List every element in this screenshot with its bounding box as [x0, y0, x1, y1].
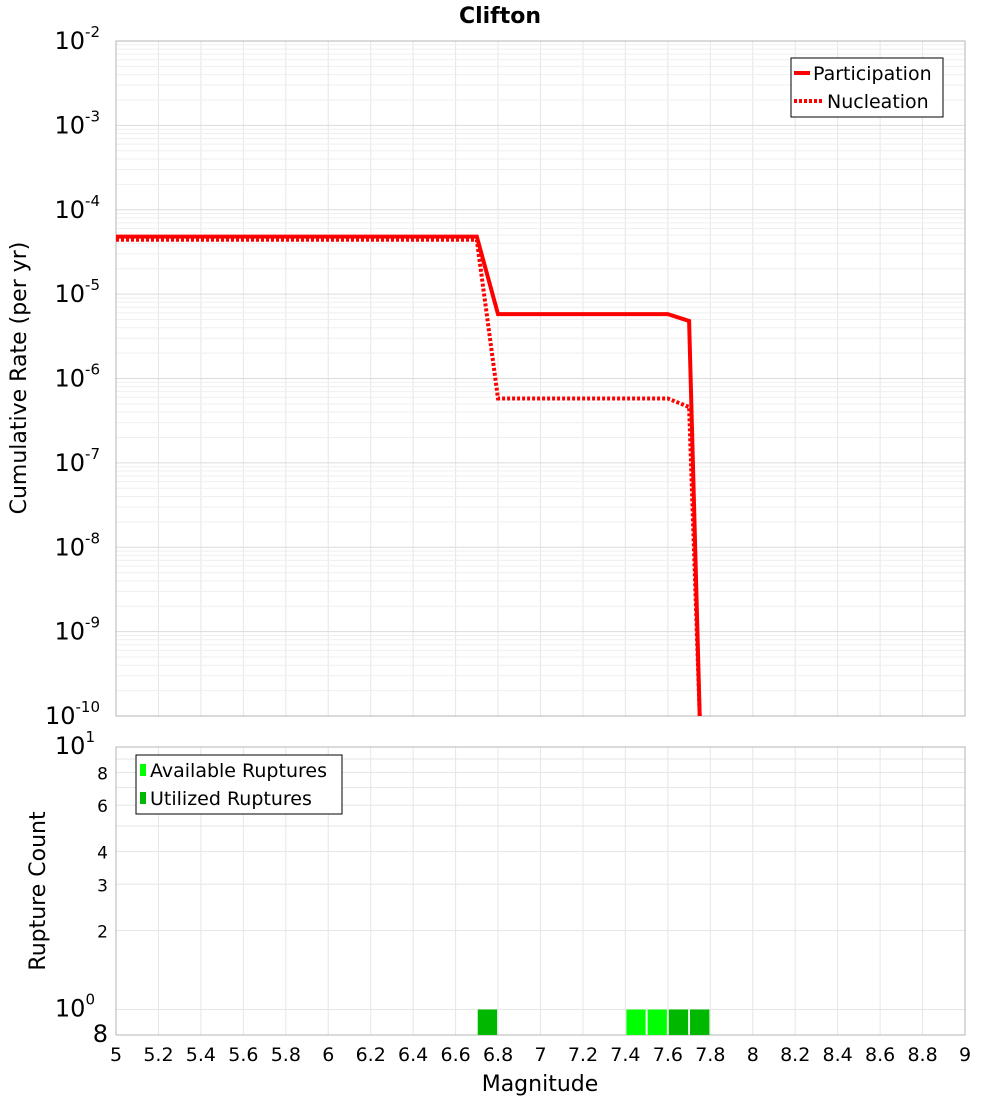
x-tick-label: 8: [747, 1044, 759, 1066]
x-tick-label: 6.2: [356, 1044, 386, 1066]
top-y-tick-label: 10-7: [54, 445, 100, 477]
top-y-tick-label: 10-2: [54, 23, 100, 55]
bottom-y-tick-label: 8: [93, 1020, 108, 1048]
top-series-group: [116, 234, 702, 717]
legend-label-nucleation: Nucleation: [827, 91, 929, 113]
x-tick-label: 5.4: [186, 1044, 216, 1066]
bar-available-ruptures: [626, 1009, 646, 1035]
bottom-y-tick-label: 100: [55, 991, 95, 1023]
x-tick-label: 6.4: [398, 1044, 428, 1066]
top-y-tick-label: 10-9: [54, 614, 100, 646]
bottom-plot-frame: [115, 746, 966, 1036]
top-y-ticks: 10-10 10-9 10-8 10-7 10-6 10-5 10-4 10-3 10-2: [45, 23, 100, 730]
bottom-bars-group: [477, 1009, 710, 1035]
top-legend-box: [790, 57, 944, 118]
bottom-legend-box: [135, 754, 343, 815]
series-line-nucleation: [116, 237, 702, 717]
bar-available-ruptures: [647, 1009, 667, 1035]
bottom-y-tick-label: 101: [55, 728, 95, 760]
x-ticks: 5 5.2 5.4 5.6 5.8 6 6.2 6.4 6.6 6.8 7 7.2 7.4 7.6 7.8 8…: [110, 1044, 971, 1066]
x-tick-label: 5.6: [228, 1044, 258, 1066]
x-tick-label: 6.8: [483, 1044, 513, 1066]
bottom-y-tick-label: 3: [97, 876, 108, 896]
x-tick-label: 7.2: [568, 1044, 598, 1066]
x-tick-label: 8.6: [865, 1044, 895, 1066]
x-tick-label: 7.8: [695, 1044, 725, 1066]
x-tick-label: 6: [322, 1044, 334, 1066]
x-tick-label: 7.6: [653, 1044, 683, 1066]
chart-title: Clifton: [459, 4, 541, 29]
bottom-y-tick-label: 2: [97, 923, 108, 943]
top-y-tick-label: 10-3: [54, 107, 100, 139]
x-tick-label: 8.8: [907, 1044, 937, 1066]
x-tick-label: 7.4: [610, 1044, 640, 1066]
x-tick-label: 9: [959, 1044, 971, 1066]
top-y-tick-label: 10-4: [54, 192, 100, 224]
legend-label-participation: Participation: [813, 63, 932, 85]
series-line-participation: [116, 234, 702, 717]
legend-label-utilized: Utilized Ruptures: [150, 788, 312, 810]
top-y-tick-label: 10-5: [54, 276, 100, 308]
x-tick-label: 5.8: [271, 1044, 301, 1066]
bottom-y-axis-label: Rupture Count: [26, 811, 51, 971]
bottom-y-tick-label: 4: [97, 843, 108, 863]
top-y-tick-label: 10-6: [54, 361, 100, 393]
x-tick-label: 8.2: [780, 1044, 810, 1066]
bar-utilized-ruptures: [668, 1009, 689, 1035]
x-axis-label: Magnitude: [482, 1072, 599, 1097]
top-y-axis-label: Cumulative Rate (per yr): [7, 242, 32, 515]
top-plot-frame: [115, 40, 966, 717]
x-tick-label: 5: [110, 1044, 122, 1066]
top-y-tick-label: 10-10: [45, 698, 100, 730]
top-y-tick-label: 10-8: [54, 529, 100, 561]
x-tick-label: 6.6: [440, 1044, 470, 1066]
legend-swatch-utilized: [140, 792, 146, 804]
bar-utilized-ruptures: [477, 1009, 498, 1035]
x-tick-label: 5.2: [143, 1044, 173, 1066]
top-gridlines: [115, 41, 966, 717]
bar-utilized-ruptures: [690, 1009, 710, 1035]
legend-swatch-available: [140, 764, 146, 776]
bottom-y-tick-label: 6: [97, 797, 108, 817]
x-tick-label: 8.4: [823, 1044, 853, 1066]
x-tick-label: 7: [534, 1044, 546, 1066]
bottom-y-tick-label: 8: [97, 764, 108, 784]
legend-label-available: Available Ruptures: [150, 760, 327, 782]
